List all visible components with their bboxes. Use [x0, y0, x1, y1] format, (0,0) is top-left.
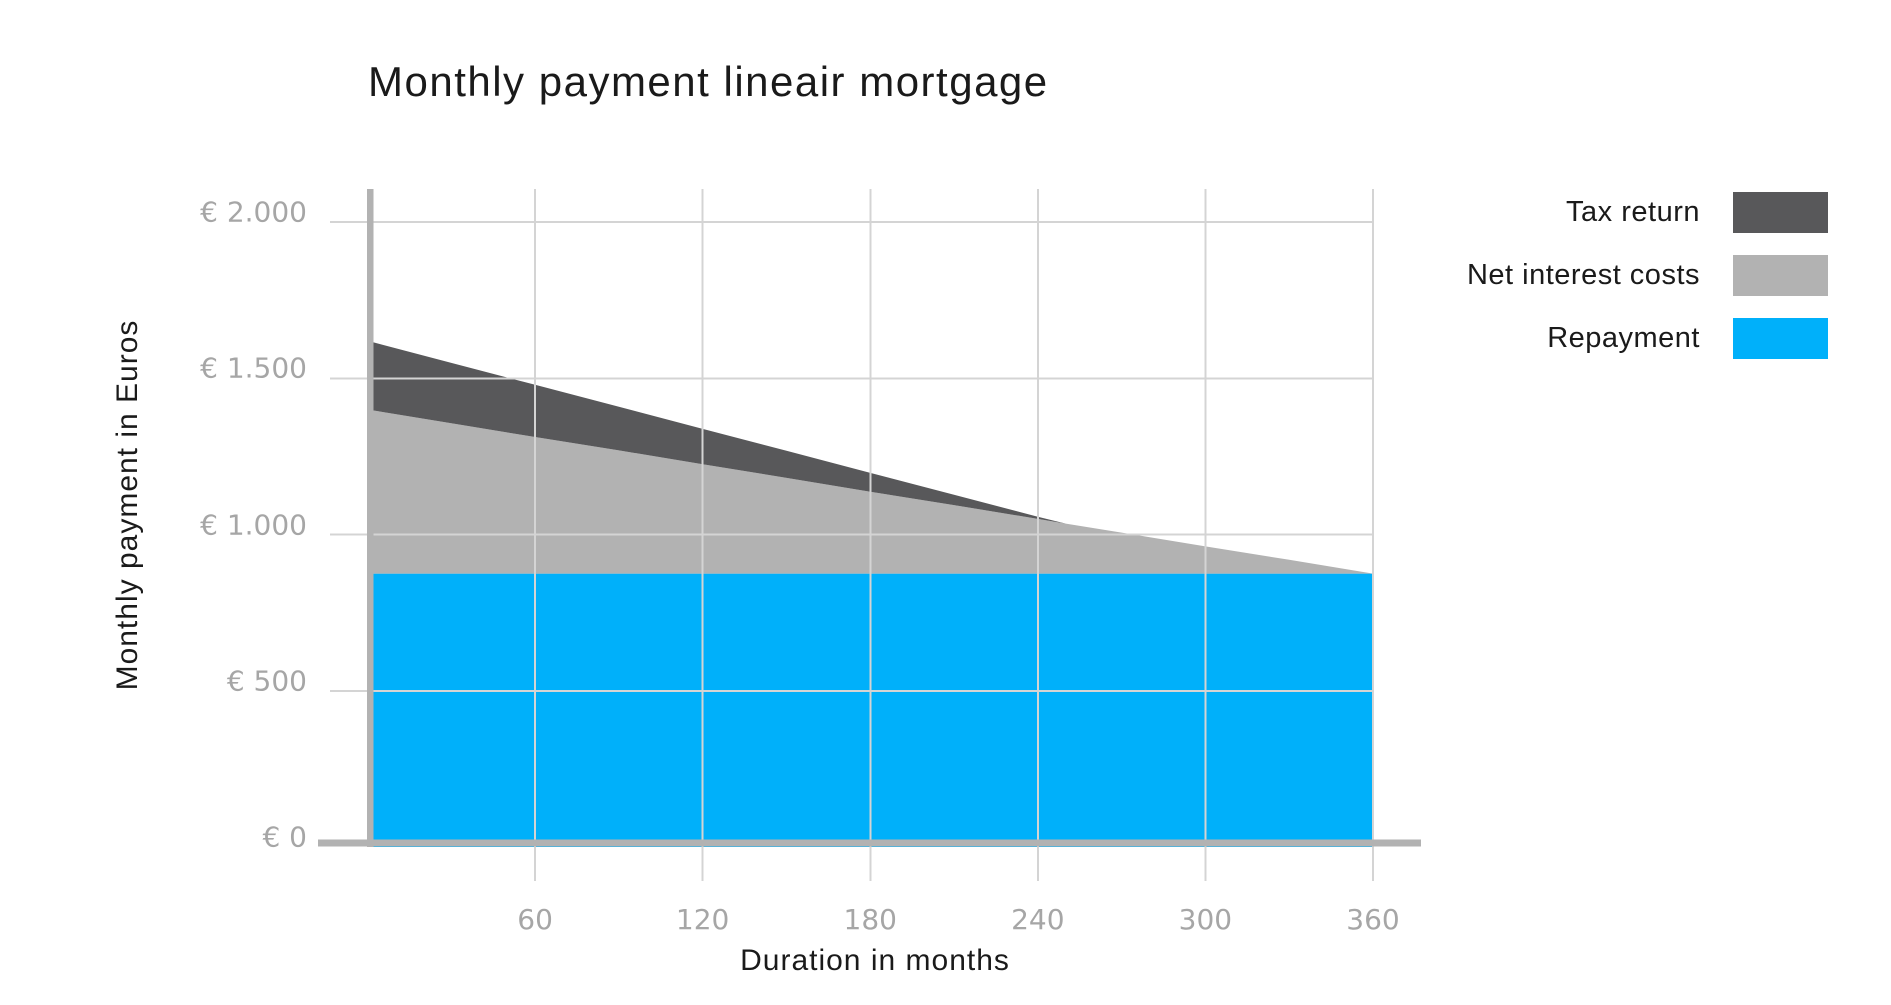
- y-tick-label-0: € 0: [262, 820, 307, 854]
- legend: Tax return Net interest costs Repayment: [1467, 192, 1828, 359]
- legend-item-repayment: Repayment: [1467, 318, 1828, 359]
- y-tick-label-2000: € 2.000: [200, 195, 307, 229]
- x-tick-label-180: 180: [843, 903, 897, 936]
- legend-swatch: [1733, 255, 1828, 296]
- x-tick-label-120: 120: [675, 903, 730, 936]
- y-axis-line: [367, 189, 374, 847]
- x-tick-label-360: 360: [1346, 903, 1400, 936]
- y-tick-label-1500: € 1.500: [200, 351, 307, 385]
- legend-swatch: [1733, 192, 1828, 233]
- x-tick-label-300: 300: [1178, 903, 1233, 936]
- x-axis-title: Duration in months: [740, 944, 1010, 977]
- legend-swatch: [1733, 318, 1828, 359]
- x-tick-label-240: 240: [1011, 903, 1065, 936]
- chart-title: Monthly payment lineair mortgage: [368, 58, 1049, 105]
- legend-label: Tax return: [1566, 196, 1700, 228]
- x-tick-label-60: 60: [517, 903, 553, 936]
- legend-item-net-interest-costs: Net interest costs: [1467, 255, 1828, 296]
- x-axis-line: [318, 839, 1421, 847]
- legend-label: Repayment: [1547, 322, 1700, 354]
- legend-item-tax-return: Tax return: [1467, 192, 1828, 233]
- y-tick-label-1000: € 1.000: [200, 508, 307, 541]
- area-net-interest-costs: [367, 409, 1373, 574]
- legend-label: Net interest costs: [1466, 259, 1700, 291]
- y-tick-label-500: € 500: [226, 664, 307, 698]
